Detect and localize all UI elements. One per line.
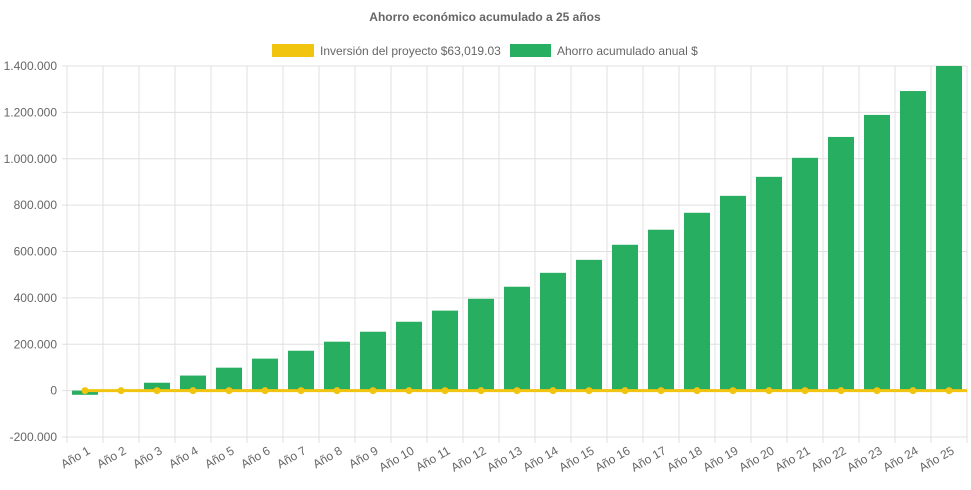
- x-tick-label: Año 5: [202, 443, 236, 471]
- investment-point: [621, 387, 629, 395]
- y-tick-label: 1.000.000: [4, 152, 58, 166]
- bar: [792, 157, 818, 391]
- investment-point: [297, 387, 305, 395]
- investment-point: [153, 387, 161, 395]
- y-axis-ticks: 1.400.000 1.200.000 1.000.000 800.000 600.00…: [4, 59, 58, 444]
- investment-point: [837, 387, 845, 395]
- investment-point: [513, 387, 521, 395]
- investment-point: [261, 387, 269, 395]
- bar: [540, 272, 566, 391]
- x-tick-label: Año 25: [917, 443, 957, 474]
- bar: [504, 286, 530, 391]
- x-tick-label: Año 19: [701, 443, 741, 474]
- x-tick-label: Año 21: [773, 443, 813, 474]
- x-tick-label: Año 7: [274, 443, 308, 471]
- x-tick-label: Año 15: [557, 443, 597, 474]
- bar: [216, 367, 242, 391]
- bar: [324, 341, 350, 391]
- x-tick-label: Año 3: [130, 443, 164, 471]
- investment-point: [909, 387, 917, 395]
- investment-point: [81, 387, 89, 395]
- investment-point: [873, 387, 881, 395]
- x-tick-label: Año 23: [845, 443, 885, 474]
- investment-point: [945, 387, 953, 395]
- investment-point: [225, 387, 233, 395]
- investment-point: [585, 387, 593, 395]
- y-tick-label: -200.000: [10, 430, 58, 444]
- y-tick-label: 600.000: [14, 245, 58, 259]
- investment-point: [117, 387, 125, 395]
- x-axis-ticks: Año 1 Año 2 Año 3 Año 4 Año 5 Año 6 Año 7 Año 8…: [58, 443, 956, 474]
- bar: [576, 259, 602, 391]
- x-tick-label: Año 10: [377, 443, 417, 474]
- bar: [684, 212, 710, 391]
- legend: Inversión del proyecto $63,019.03 Ahorro…: [272, 44, 698, 58]
- x-tick-label: Año 6: [238, 443, 272, 471]
- x-tick-label: Año 1: [58, 443, 92, 471]
- chart-title: Ahorro económico acumulado a 25 años: [369, 10, 601, 24]
- investment-point: [189, 387, 197, 395]
- bar: [756, 176, 782, 391]
- x-tick-label: Año 4: [166, 443, 200, 471]
- bar: [720, 195, 746, 391]
- bar: [900, 91, 926, 391]
- legend-item-investment[interactable]: Inversión del proyecto $63,019.03: [272, 44, 501, 58]
- bar: [360, 331, 386, 391]
- legend-label-investment: Inversión del proyecto $63,019.03: [320, 44, 501, 58]
- legend-label-savings: Ahorro acumulado anual $: [557, 44, 698, 58]
- investment-line: [81, 387, 967, 395]
- investment-point: [765, 387, 773, 395]
- x-tick-label: Año 11: [413, 443, 452, 474]
- investment-point: [405, 387, 413, 395]
- x-tick-label: Año 18: [665, 443, 705, 474]
- bar: [288, 350, 314, 391]
- x-tick-label: Año 2: [94, 443, 128, 471]
- x-tick-label: Año 16: [593, 443, 633, 474]
- bars: [72, 66, 962, 395]
- investment-point: [657, 387, 665, 395]
- x-tick-label: Año 22: [809, 443, 849, 474]
- x-tick-label: Año 17: [629, 443, 669, 474]
- x-tick-label: Año 24: [881, 443, 921, 474]
- bar: [936, 66, 962, 391]
- y-tick-label: 400.000: [14, 291, 58, 305]
- investment-point: [729, 387, 737, 395]
- investment-point: [801, 387, 809, 395]
- x-tick-label: Año 20: [737, 443, 777, 474]
- bar: [612, 244, 638, 391]
- investment-point: [441, 387, 449, 395]
- y-tick-label: 1.200.000: [4, 105, 58, 119]
- bar: [144, 382, 170, 391]
- bar: [828, 136, 854, 391]
- bar: [432, 310, 458, 391]
- investment-point: [549, 387, 557, 395]
- grid: [62, 65, 968, 443]
- y-tick-label: 800.000: [14, 198, 58, 212]
- legend-swatch-savings: [510, 44, 551, 57]
- y-tick-label: 1.400.000: [4, 59, 58, 73]
- bar: [252, 358, 278, 391]
- bar: [180, 375, 206, 391]
- investment-point: [477, 387, 485, 395]
- y-tick-label: 200.000: [14, 337, 58, 351]
- bar: [864, 114, 890, 391]
- legend-item-savings[interactable]: Ahorro acumulado anual $: [510, 44, 698, 58]
- bar: [648, 229, 674, 391]
- investment-point: [333, 387, 341, 395]
- bar: [396, 321, 422, 391]
- x-tick-label: Año 13: [485, 443, 525, 474]
- x-tick-label: Año 12: [449, 443, 489, 474]
- x-tick-label: Año 14: [521, 443, 561, 474]
- x-tick-label: Año 9: [346, 443, 380, 471]
- x-tick-label: Año 8: [310, 443, 344, 471]
- bar: [468, 298, 494, 391]
- y-tick-label: 0: [50, 384, 57, 398]
- legend-swatch-investment: [272, 44, 314, 57]
- investment-point: [369, 387, 377, 395]
- investment-point: [693, 387, 701, 395]
